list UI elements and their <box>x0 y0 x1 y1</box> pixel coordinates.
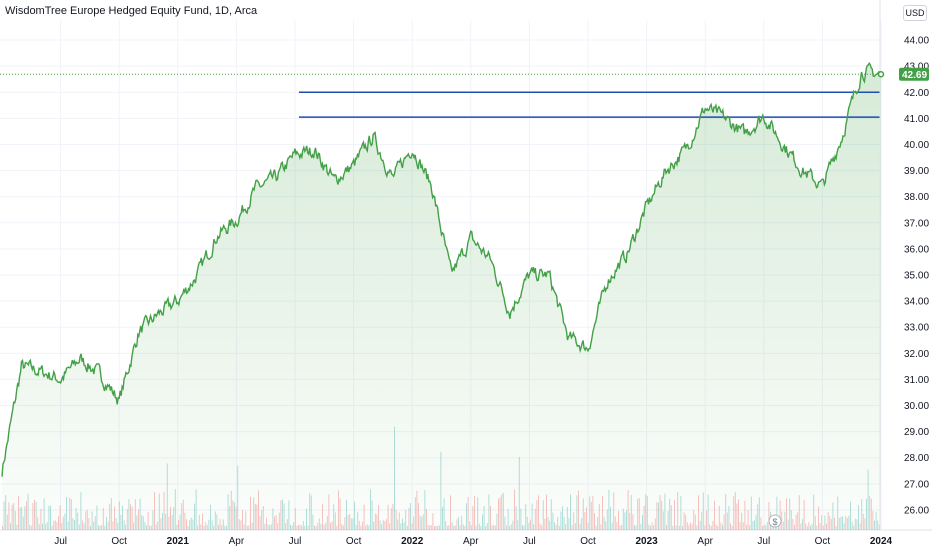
y-tick-label: 37.00 <box>904 218 929 229</box>
x-tick-label: Apr <box>463 536 479 547</box>
x-tick-label: Jul <box>54 536 67 547</box>
y-tick-label: 30.00 <box>904 401 929 412</box>
y-tick-label: 35.00 <box>904 271 929 282</box>
chart-title: WisdomTree Europe Hedged Equity Fund, 1D… <box>5 5 258 17</box>
y-tick-label: 43.00 <box>904 62 929 73</box>
y-tick-label: 36.00 <box>904 244 929 255</box>
x-tick-label: 2021 <box>167 536 190 547</box>
x-tick-label: Oct <box>580 536 596 547</box>
y-tick-label: 33.00 <box>904 323 929 334</box>
x-tick-label: Jul <box>757 536 770 547</box>
price-area <box>2 63 881 530</box>
x-tick-label: Oct <box>111 536 127 547</box>
x-tick-label: Oct <box>815 536 831 547</box>
y-tick-label: 26.00 <box>904 505 929 516</box>
svg-text:$: $ <box>772 517 777 527</box>
dividend-icon[interactable]: $ <box>768 514 782 528</box>
y-tick-label: 41.00 <box>904 114 929 125</box>
y-tick-label: 34.00 <box>904 297 929 308</box>
last-price-dot <box>877 71 885 78</box>
y-tick-label: 31.00 <box>904 375 929 386</box>
x-tick-label: Apr <box>697 536 713 547</box>
y-axis[interactable]: 26.00 27.00 28.00 29.00 30.00 31.00 32.00 33.00… <box>879 0 929 530</box>
horizontal-levels[interactable] <box>299 91 880 118</box>
y-tick-label: 27.00 <box>904 479 929 490</box>
y-tick-label: 40.00 <box>904 140 929 151</box>
y-tick-label: 29.00 <box>904 427 929 438</box>
x-tick-label: Apr <box>229 536 245 547</box>
x-tick-label: 2022 <box>401 536 424 547</box>
price-line <box>1 61 882 477</box>
y-tick-label: 39.00 <box>904 166 929 177</box>
last-price-label: 42.69 <box>902 70 927 81</box>
y-tick-label: 42.00 <box>904 88 929 99</box>
x-tick-label: Jul <box>523 536 536 547</box>
y-tick-label: 44.00 <box>904 36 929 47</box>
y-tick-label: 32.00 <box>904 349 929 360</box>
last-price-tag-bg <box>899 67 929 81</box>
x-tick-label: 2023 <box>635 536 658 547</box>
x-tick-label: 2024 <box>870 536 893 547</box>
x-axis[interactable]: Jul Oct 2021 Apr Jul Oct 2022 Apr Jul Oct 2023 Apr J… <box>54 536 892 547</box>
y-tick-label: 38.00 <box>904 192 929 203</box>
last-price-tag: 42.69 <box>899 67 929 81</box>
currency-button[interactable]: USD <box>903 5 927 21</box>
y-tick-label: 28.00 <box>904 453 929 464</box>
x-tick-label: Oct <box>346 536 362 547</box>
x-tick-label: Jul <box>289 536 302 547</box>
